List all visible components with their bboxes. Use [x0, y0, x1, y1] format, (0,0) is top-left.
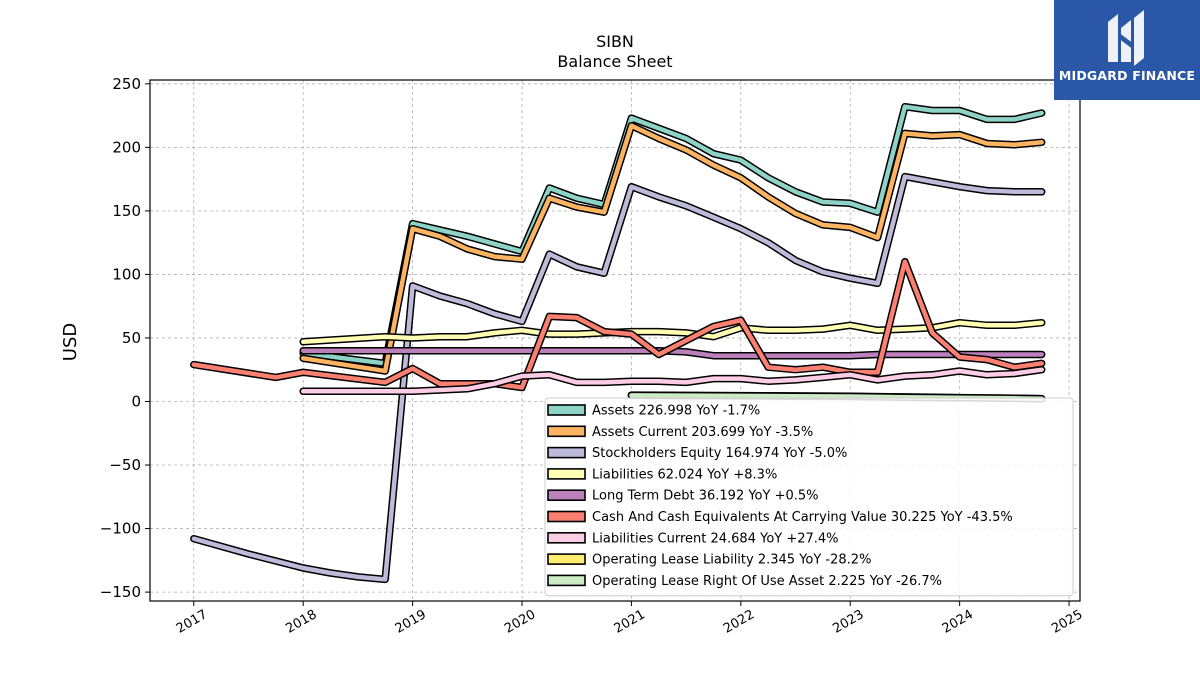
legend-label: Assets 226.998 YoY -1.7%	[592, 404, 760, 419]
series-line	[300, 348, 1044, 358]
legend-swatch	[547, 489, 586, 502]
y-tick-label: 250	[112, 75, 141, 93]
x-tick-label: 2017	[174, 607, 210, 637]
series-6	[299, 365, 1046, 396]
series-5	[190, 257, 1046, 392]
midgard-logo-icon	[1108, 10, 1144, 66]
legend-label: Stockholders Equity 164.974 YoY -5.0%	[592, 446, 847, 461]
series-lines	[190, 102, 1046, 584]
legend: Assets 226.998 YoY -1.7% Assets Current 2…	[544, 397, 1074, 597]
series-line	[191, 174, 1044, 582]
x-tick-label: 2025	[1049, 607, 1085, 637]
plot-frame	[149, 79, 1081, 602]
legend-swatch	[547, 510, 586, 523]
series-0	[299, 102, 1046, 368]
x-tick-label: 2022	[721, 607, 757, 637]
x-tick-label: 2021	[612, 607, 648, 637]
x-tick-label: 2023	[830, 607, 866, 637]
legend-swatch	[547, 574, 586, 587]
series-line	[300, 367, 1044, 394]
x-tick-label: 2020	[502, 607, 538, 637]
y-tick-label: −50	[109, 456, 141, 474]
y-tick-label: 50	[122, 329, 141, 347]
y-tick-label: −150	[100, 583, 141, 601]
legend-label: Liabilities 62.024 YoY +8.3%	[592, 467, 777, 482]
legend-swatch	[547, 425, 586, 438]
series-line	[300, 104, 1044, 366]
series-2	[190, 172, 1046, 584]
legend-swatch	[547, 404, 586, 416]
series-line	[300, 123, 1044, 374]
legend-box	[544, 397, 1074, 597]
y-axis-label: USD	[60, 323, 81, 361]
brand-name: MIDGARD FINANCE	[1058, 68, 1196, 83]
legend-label: Assets Current 203.699 YoY -3.5%	[592, 425, 813, 440]
y-tick-label: 150	[112, 202, 141, 220]
chart-title: SIBN	[596, 32, 634, 51]
legend-label: Operating Lease Right Of Use Asset 2.225…	[592, 574, 942, 589]
brand-badge: MIDGARD FINANCE	[1054, 0, 1200, 100]
x-tick-label: 2024	[940, 607, 976, 637]
legend-swatch	[547, 446, 586, 459]
series-4	[299, 346, 1046, 360]
series-1	[299, 121, 1046, 375]
y-tick-label: 200	[112, 138, 141, 156]
legend-label: Cash And Cash Equivalents At Carrying Va…	[592, 510, 1013, 525]
chart-subtitle: Balance Sheet	[557, 52, 672, 71]
y-tick-label: 0	[131, 392, 141, 410]
legend-swatch	[547, 468, 586, 480]
legend-label: Long Term Debt 36.192 YoY +0.5%	[592, 489, 819, 504]
x-tick-label: 2018	[283, 607, 319, 637]
series-line	[191, 259, 1044, 390]
legend-label: Operating Lease Liability 2.345 YoY -28.…	[592, 553, 871, 568]
x-tick-label: 2019	[393, 607, 429, 637]
legend-swatch	[547, 553, 586, 565]
legend-label: Liabilities Current 24.684 YoY +27.4%	[592, 531, 839, 546]
legend-swatch	[547, 531, 586, 544]
y-tick-label: 100	[112, 265, 141, 283]
y-tick-label: −100	[100, 520, 141, 538]
